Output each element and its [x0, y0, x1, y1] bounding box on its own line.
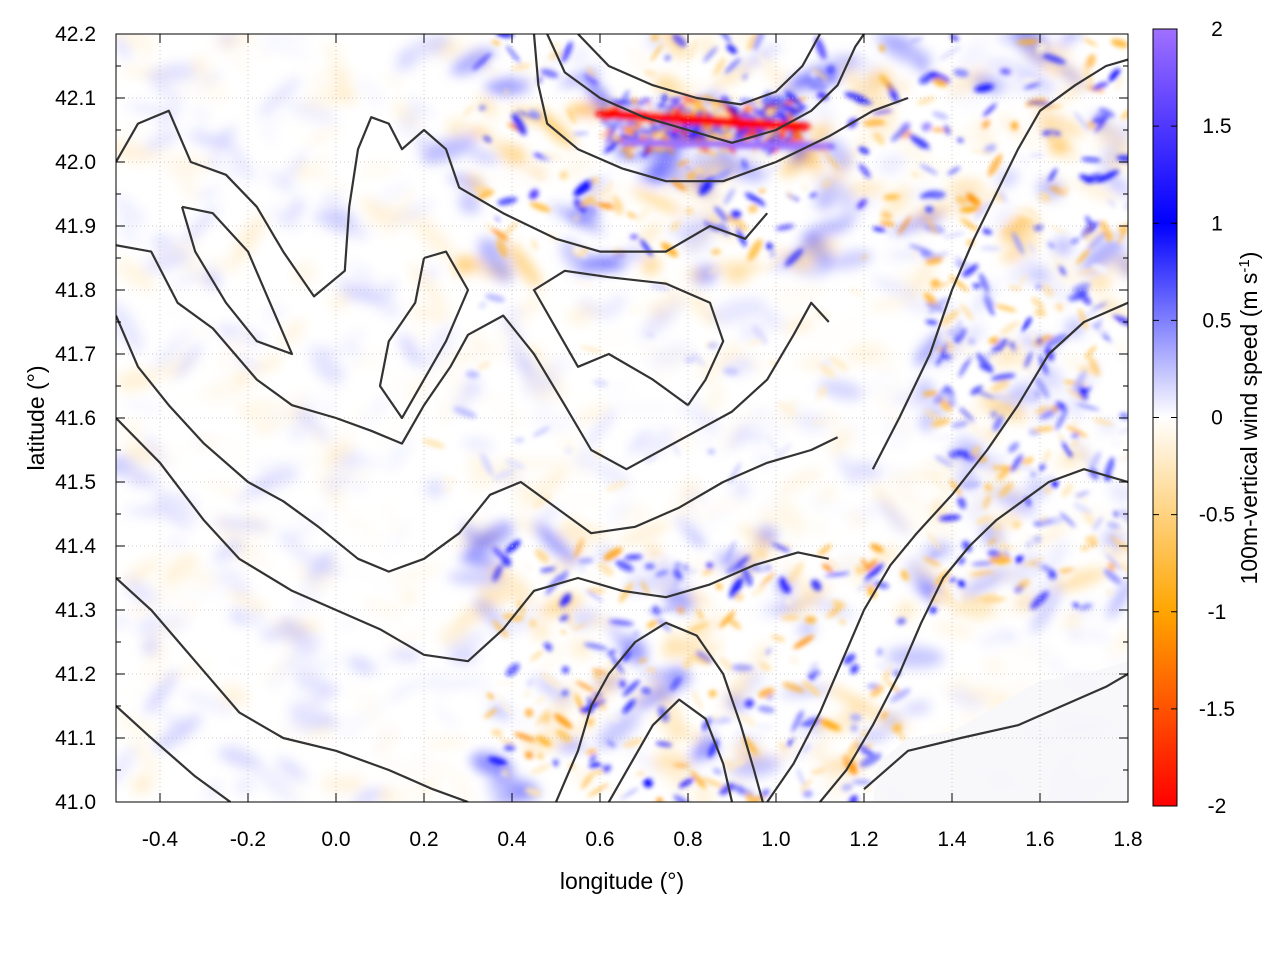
x-tick-label: 1.2 [849, 828, 878, 851]
x-tick-label: 0.0 [321, 828, 350, 851]
contour-line [116, 577, 469, 802]
contour-line [378, 250, 470, 420]
contour-line [863, 673, 1128, 791]
grid [116, 34, 1128, 802]
contour-line [116, 705, 232, 802]
y-tick-label: 41.3 [55, 599, 96, 622]
x-tick-label: 0.8 [673, 828, 702, 851]
colorbar-tick-label: -2 [1208, 795, 1227, 818]
x-tick-labels: -0.4 -0.2 0.0 0.2 0.4 0.6 0.8 1.0 1.2 1.4 1.6 1.8 [142, 828, 1143, 851]
contour-line [577, 34, 821, 106]
x-tick-label: 1.6 [1025, 828, 1054, 851]
contour-line [554, 621, 764, 802]
x-tick-label: -0.2 [230, 828, 266, 851]
y-tick-labels: 41.0 41.1 41.2 41.3 41.4 41.5 41.6 41.7 41.8 41.9… [55, 23, 96, 814]
contour-line [819, 468, 1128, 802]
y-tick-label: 41.1 [55, 727, 96, 750]
x-tick-label: -0.4 [142, 828, 179, 851]
contour-line [532, 34, 909, 183]
colorbar-tick-label: 0 [1211, 407, 1223, 430]
contour-line [766, 301, 1128, 802]
y-tick-label: 41.0 [55, 791, 96, 814]
x-tick-label: 0.2 [409, 828, 438, 851]
contour-line [116, 244, 830, 471]
y-tick-label: 41.8 [55, 279, 96, 302]
colorbar-tick-label: 1.5 [1202, 115, 1231, 138]
x-tick-label: 0.4 [497, 828, 527, 851]
y-tick-label: 41.7 [55, 343, 96, 366]
contour-line [532, 269, 725, 407]
x-tick-label: 1.4 [937, 828, 967, 851]
x-tick-label: 1.8 [1113, 828, 1142, 851]
y-tick-label: 41.5 [55, 471, 96, 494]
terrain-contours [116, 34, 1128, 802]
colorbar-tick-labels: 2 1.5 1 0.5 0 -0.5 -1 -1.5 -2 [1199, 18, 1235, 818]
contour-line [116, 417, 830, 663]
contour-line [607, 698, 734, 802]
contour-line [116, 315, 839, 573]
y-tick-label: 41.6 [55, 407, 96, 430]
colorbar-tick-label: 2 [1211, 18, 1223, 41]
y-tick-label: 42.1 [55, 87, 96, 110]
contour-line [546, 34, 865, 144]
x-axis-title: longitude (°) [560, 868, 684, 894]
heatmap-field [116, 34, 1128, 802]
y-tick-label: 41.2 [55, 663, 96, 686]
masked-region [872, 661, 1128, 802]
contour-line [180, 205, 294, 356]
contour-line [116, 109, 769, 298]
axis-ticks [116, 33, 1129, 803]
colorbar-tick-label: -0.5 [1199, 504, 1235, 527]
colorbar-title: 100m-vertical wind speed (m s-1) [1236, 252, 1262, 585]
y-tick-label: 41.4 [55, 535, 96, 558]
y-tick-label: 41.9 [55, 215, 96, 238]
x-tick-label: 0.6 [585, 828, 614, 851]
colorbar-tick-label: 1 [1211, 212, 1223, 235]
colorbar-ticks [1153, 28, 1177, 807]
x-tick-label: 1.0 [761, 828, 790, 851]
contour-line [871, 58, 1128, 470]
colorbar-tick-label: -1.5 [1199, 698, 1235, 721]
y-tick-label: 42.0 [55, 151, 96, 174]
colorbar-tick-label: -1 [1208, 601, 1227, 624]
colorbar-tick-label: 0.5 [1202, 309, 1231, 332]
y-axis-title: latitude (°) [23, 365, 49, 470]
y-tick-label: 42.2 [55, 23, 96, 46]
